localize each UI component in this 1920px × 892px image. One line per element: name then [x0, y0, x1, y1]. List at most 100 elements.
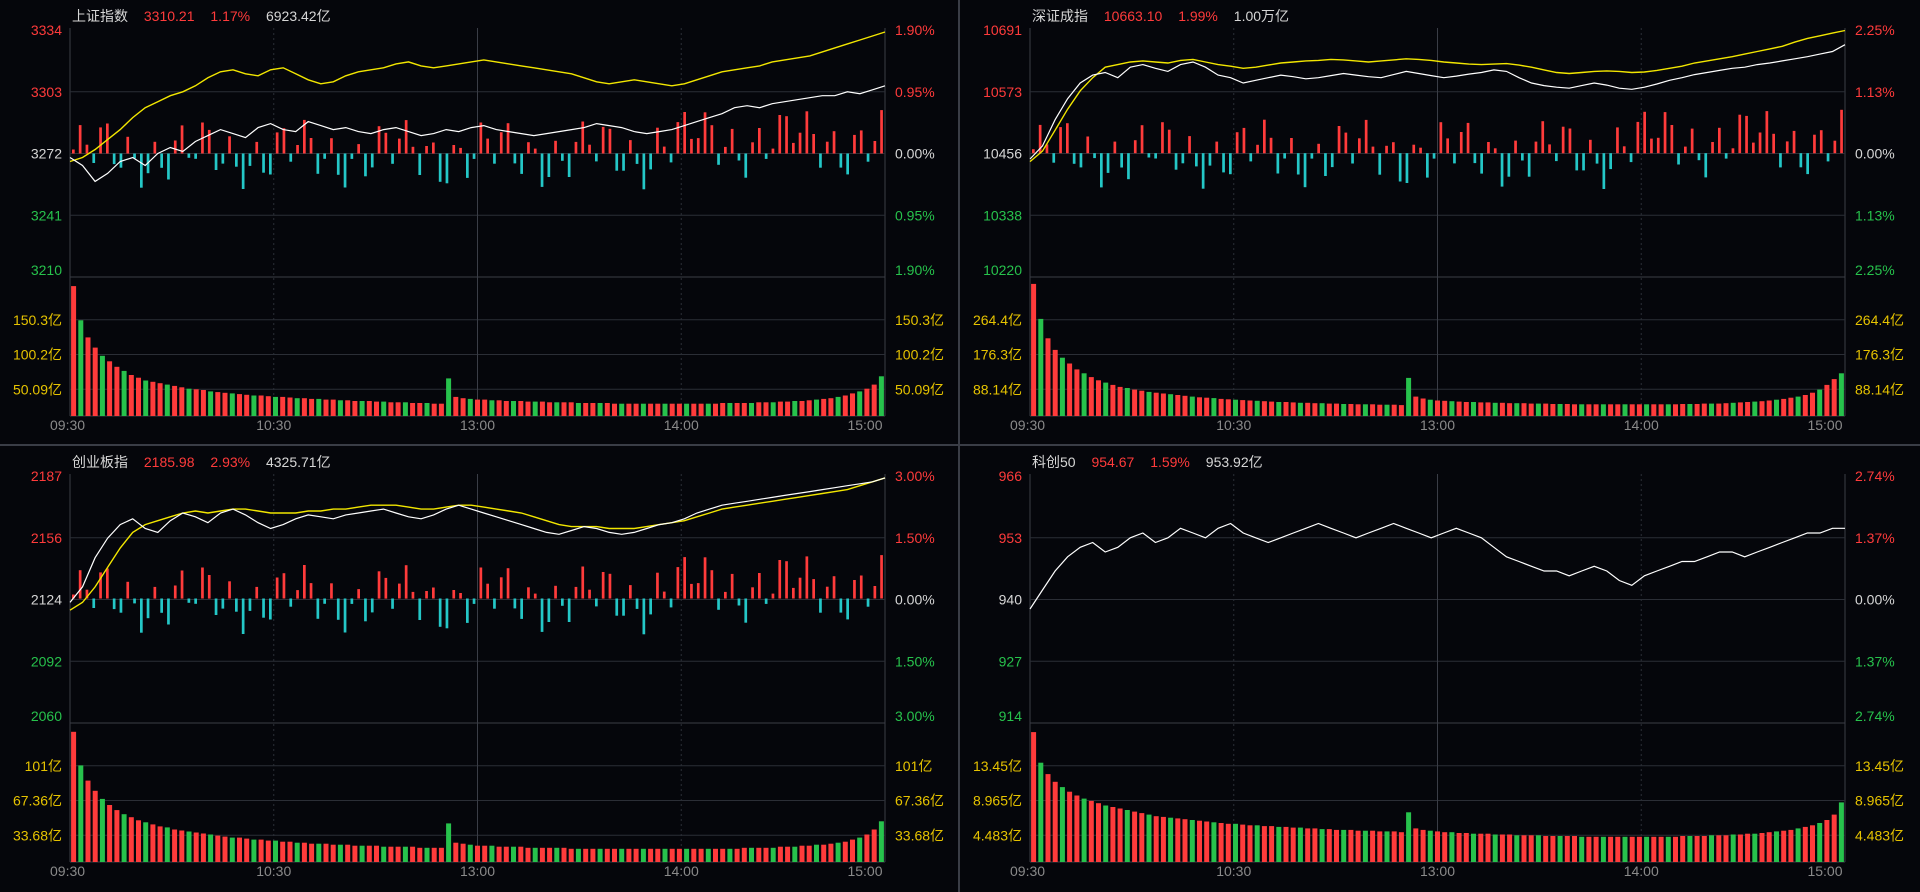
volume-bar — [1254, 400, 1260, 416]
volume-bar — [1442, 400, 1448, 416]
volume-bar — [1709, 403, 1714, 416]
price-axis-label: 953 — [999, 530, 1023, 546]
volume-bar — [871, 384, 877, 416]
volume-bar — [1463, 833, 1469, 862]
momentum-bar — [1493, 148, 1497, 154]
momentum-bar — [656, 127, 659, 154]
volume-bar — [215, 835, 221, 862]
volume-bar — [684, 403, 690, 416]
volume-bar — [1572, 836, 1577, 862]
momentum-bar — [832, 131, 836, 154]
momentum-bar — [364, 598, 367, 622]
volume-bar — [1795, 828, 1801, 862]
momentum-bar — [1188, 136, 1191, 154]
momentum-bar — [547, 153, 551, 177]
momentum-bar — [690, 583, 693, 599]
momentum-bar — [472, 153, 476, 159]
panel-header: 科创50 954.67 1.59% 953.92亿 — [1032, 452, 1275, 472]
momentum-bar — [649, 153, 652, 170]
average-price-line — [69, 31, 886, 163]
momentum-bar — [1799, 153, 1803, 168]
momentum-bar — [1650, 138, 1653, 154]
momentum-bar — [1296, 153, 1300, 175]
momentum-bar — [194, 153, 197, 159]
volume-bar — [388, 402, 394, 416]
momentum-bar — [187, 153, 191, 158]
volume-bar — [1514, 403, 1520, 416]
momentum-bar — [1609, 153, 1612, 170]
volume-bar — [366, 401, 372, 416]
volume-bar — [1204, 821, 1210, 862]
volume-bar — [1810, 825, 1815, 862]
volume-bar — [71, 731, 77, 862]
volume-bar — [554, 402, 560, 416]
volume-bar — [1334, 403, 1339, 416]
volume-bar — [1247, 825, 1253, 862]
volume-bar — [821, 844, 827, 862]
momentum-bar — [466, 598, 469, 623]
volume-bar — [1290, 827, 1296, 862]
volume-bar — [806, 400, 812, 416]
volume-bar — [1557, 404, 1563, 416]
volume-bar — [575, 403, 581, 416]
momentum-bar — [1208, 153, 1212, 166]
momentum-bar — [472, 598, 476, 604]
volume-bar — [1283, 826, 1289, 862]
volume-bar — [251, 395, 257, 416]
momentum-bar — [289, 598, 293, 607]
volume-bar — [1694, 404, 1700, 416]
volume-bar — [1413, 396, 1419, 416]
momentum-bar — [615, 598, 619, 616]
momentum-bar — [1276, 153, 1280, 174]
volume-bar — [1175, 395, 1181, 416]
volume-bar — [1550, 836, 1556, 862]
volume-bar — [424, 403, 430, 416]
price-axis-label: 3272 — [31, 146, 62, 162]
volume-bar — [878, 821, 884, 862]
volume-bar — [453, 396, 459, 416]
volume-bar — [734, 403, 740, 416]
momentum-bar — [1398, 153, 1402, 182]
momentum-bar — [262, 153, 265, 173]
momentum-bar — [1358, 138, 1361, 154]
volume-bar — [684, 848, 690, 862]
momentum-bar — [275, 577, 279, 599]
momentum-bar — [459, 593, 462, 599]
momentum-bar — [479, 567, 483, 599]
volume-bar — [410, 403, 416, 416]
time-axis-label: 15:00 — [847, 417, 882, 433]
volume-bar — [446, 823, 452, 862]
volume-axis-label: 100.2亿 — [13, 347, 62, 363]
momentum-bar — [1792, 130, 1796, 154]
volume-bar — [792, 846, 798, 862]
pct-axis-label: 2.25% — [1855, 22, 1895, 38]
volume-bar — [1824, 820, 1830, 862]
volume-bar — [1139, 813, 1145, 862]
momentum-bar — [1582, 153, 1585, 171]
momentum-bar — [1127, 153, 1130, 180]
momentum-bar — [1385, 145, 1388, 154]
volume-bar — [1052, 781, 1058, 862]
momentum-bar — [1120, 153, 1123, 168]
volume-bar — [1838, 373, 1844, 416]
momentum-bar — [1487, 142, 1490, 154]
volume-bar — [381, 846, 387, 862]
momentum-bar — [133, 598, 136, 604]
volume-bar — [1435, 831, 1440, 862]
volume-bar — [1586, 404, 1592, 416]
volume-bar — [366, 845, 372, 862]
momentum-bar — [1133, 140, 1137, 154]
momentum-bar — [1086, 136, 1090, 154]
volume-bar — [85, 780, 91, 862]
volume-bar — [503, 846, 509, 862]
volume-bar — [1521, 835, 1527, 862]
time-axis-label: 15:00 — [847, 863, 882, 879]
momentum-bar — [1222, 153, 1225, 173]
volume-bar — [1146, 391, 1152, 416]
momentum-bar — [1826, 153, 1830, 162]
momentum-bar — [146, 598, 150, 619]
price-axis-label: 966 — [999, 468, 1023, 484]
momentum-bar — [717, 153, 720, 165]
momentum-bar — [771, 148, 775, 154]
momentum-bar — [1745, 115, 1748, 154]
